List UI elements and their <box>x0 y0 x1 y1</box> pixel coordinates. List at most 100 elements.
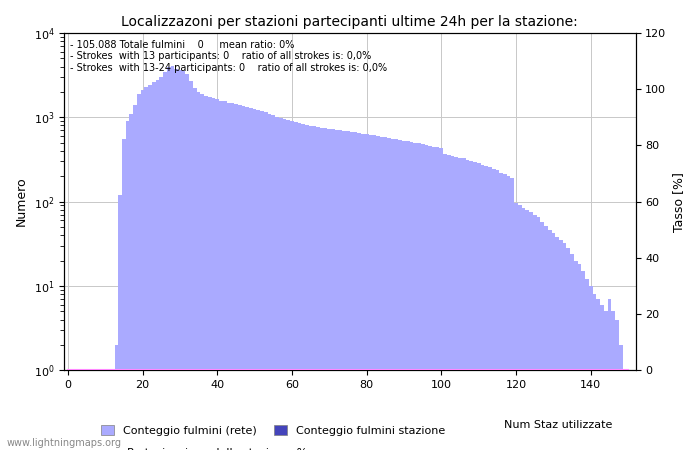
Bar <box>148 85 152 450</box>
Bar <box>589 286 593 450</box>
Bar <box>466 160 470 450</box>
Bar <box>234 104 238 450</box>
Bar <box>496 170 499 450</box>
Bar <box>197 92 200 450</box>
Bar <box>118 195 122 450</box>
Bar <box>585 279 589 450</box>
Bar <box>133 105 137 450</box>
Bar <box>473 162 477 450</box>
Bar <box>335 130 339 450</box>
Bar <box>312 126 316 450</box>
Bar <box>566 248 570 450</box>
Bar <box>384 137 387 450</box>
Bar <box>350 132 354 450</box>
Bar <box>552 234 555 450</box>
Bar <box>555 237 559 450</box>
Bar <box>256 110 260 450</box>
Bar <box>230 104 234 450</box>
Bar <box>253 109 256 450</box>
Bar <box>529 212 533 450</box>
Bar <box>286 120 290 450</box>
Bar <box>365 134 368 450</box>
Bar <box>193 88 197 450</box>
Bar <box>189 81 193 450</box>
Bar <box>544 225 548 450</box>
Bar <box>354 132 357 450</box>
Bar <box>141 90 144 450</box>
Bar <box>462 158 466 450</box>
Bar <box>323 128 328 450</box>
Text: Num Staz utilizzate: Num Staz utilizzate <box>504 420 612 430</box>
Bar <box>219 100 223 450</box>
Bar <box>130 114 133 450</box>
Bar <box>309 126 312 450</box>
Bar <box>436 147 440 450</box>
Bar <box>115 345 118 450</box>
Bar <box>570 254 574 450</box>
Bar <box>477 163 481 450</box>
Y-axis label: Tasso [%]: Tasso [%] <box>672 171 685 232</box>
Legend: Conteggio fulmini (rete), Conteggio fulmini stazione: Conteggio fulmini (rete), Conteggio fulm… <box>97 420 449 440</box>
Bar <box>440 148 443 450</box>
Bar <box>357 133 361 450</box>
Bar <box>432 147 436 450</box>
Bar <box>245 107 249 450</box>
Text: www.lightningmaps.org: www.lightningmaps.org <box>7 438 122 448</box>
Bar <box>216 99 219 450</box>
Bar <box>537 217 540 450</box>
Bar <box>611 311 615 450</box>
Bar <box>443 154 447 450</box>
Bar <box>241 106 245 450</box>
Bar <box>514 203 518 450</box>
Bar <box>402 140 406 450</box>
Bar <box>264 112 267 450</box>
Bar <box>507 176 510 450</box>
Bar <box>533 215 537 450</box>
Bar <box>615 320 619 450</box>
Bar <box>208 97 211 450</box>
Bar <box>211 98 216 450</box>
Title: Localizzazoni per stazioni partecipanti ultime 24h per la stazione:: Localizzazoni per stazioni partecipanti … <box>122 15 578 29</box>
Bar <box>574 261 578 450</box>
Bar <box>186 73 189 450</box>
Bar <box>238 105 242 450</box>
Bar <box>499 173 503 450</box>
Bar <box>559 240 563 450</box>
Bar <box>163 72 167 450</box>
Bar <box>447 155 451 450</box>
Bar <box>454 157 458 450</box>
Bar <box>342 131 346 450</box>
Bar <box>421 144 424 450</box>
Bar <box>470 161 473 450</box>
Bar <box>267 114 272 450</box>
Bar <box>604 311 608 450</box>
Bar <box>361 134 365 450</box>
Bar <box>406 141 410 450</box>
Bar <box>563 243 566 450</box>
Legend: Partecipazione della stazione  %: Partecipazione della stazione % <box>97 444 312 450</box>
Bar <box>387 138 391 450</box>
Bar <box>608 299 611 450</box>
Bar <box>272 115 275 450</box>
Bar <box>451 156 454 450</box>
Bar <box>249 108 253 450</box>
Bar <box>413 143 417 450</box>
Bar <box>137 94 141 450</box>
Bar <box>458 158 462 450</box>
Bar <box>582 271 585 450</box>
Bar <box>160 77 163 450</box>
Bar <box>391 139 395 450</box>
Bar <box>331 129 335 450</box>
Bar <box>339 130 342 450</box>
Bar <box>540 221 544 450</box>
Bar <box>126 121 130 450</box>
Bar <box>619 345 622 450</box>
Bar <box>316 127 320 450</box>
Bar <box>522 207 526 450</box>
Bar <box>600 305 604 450</box>
Bar <box>223 101 227 450</box>
Bar <box>204 96 208 450</box>
Bar <box>200 94 204 450</box>
Bar <box>376 136 379 450</box>
Bar <box>301 124 305 450</box>
